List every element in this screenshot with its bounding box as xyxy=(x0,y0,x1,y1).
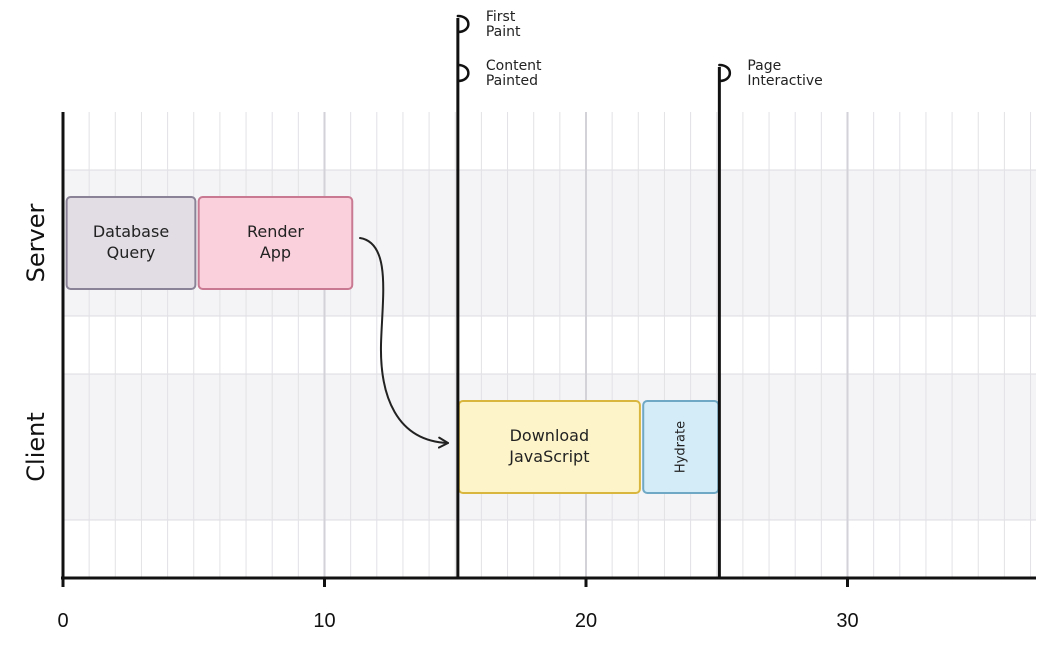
axis-ticks: 0 10 20 30 xyxy=(57,578,859,632)
render-app-label-line: Render xyxy=(247,222,304,241)
lane-label-client: Client xyxy=(22,412,50,481)
render-app-block: Render App xyxy=(197,196,354,290)
hydrate-block: Hydrate xyxy=(642,400,720,494)
render-app-label-line: App xyxy=(260,243,291,262)
first-paint-flag-label: Paint xyxy=(486,24,521,40)
page-interactive-flag-label: Page xyxy=(747,58,781,74)
axes xyxy=(61,112,1036,580)
flag-icon xyxy=(718,63,732,83)
download-javascript-label-line: Download xyxy=(510,426,590,445)
first-paint-flag-label: Content xyxy=(486,58,542,74)
lane-label-server: Server xyxy=(22,204,50,283)
database-query-box xyxy=(65,196,197,290)
database-query-block: Database Query xyxy=(65,196,197,290)
render-app-box xyxy=(197,196,354,290)
page-interactive-flag-label: Interactive xyxy=(747,73,822,89)
flag-icon xyxy=(456,14,470,34)
first-paint-flag-label: First xyxy=(486,9,516,25)
grid-lines xyxy=(88,112,1032,578)
x-tick-label: 0 xyxy=(57,610,68,632)
x-tick-label: 30 xyxy=(836,610,858,632)
x-tick-label: 20 xyxy=(575,610,597,632)
download-javascript-label-line: JavaScript xyxy=(508,447,589,466)
lane-labels: Server Client xyxy=(22,204,50,482)
database-query-label-line: Database xyxy=(93,222,169,241)
first-paint-flag-label: Painted xyxy=(486,73,538,89)
download-javascript-block: Download JavaScript xyxy=(457,400,641,494)
handoff-arrow xyxy=(359,237,449,449)
hydrate-label: Hydrate xyxy=(673,421,688,473)
flag-icon xyxy=(456,63,470,83)
database-query-label-line: Query xyxy=(107,243,156,262)
x-tick-label: 10 xyxy=(313,610,335,632)
task-blocks: Database Query Render App Download JavaScript… xyxy=(65,196,720,494)
